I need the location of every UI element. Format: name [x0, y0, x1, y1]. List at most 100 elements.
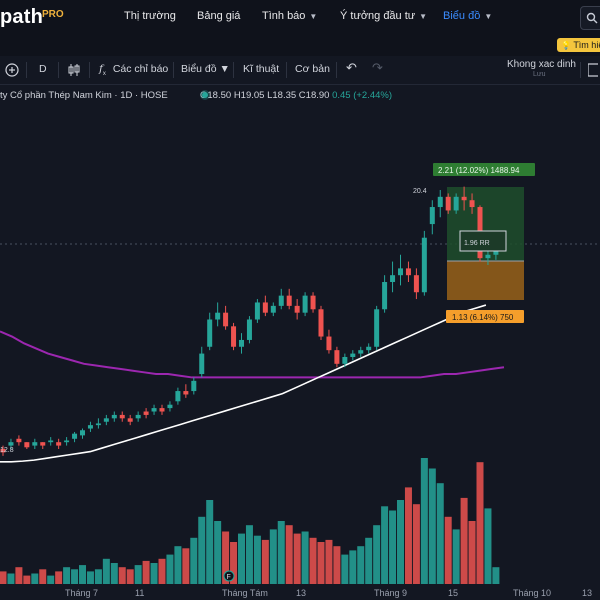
candle-body	[358, 350, 364, 354]
interval-button[interactable]: D	[39, 63, 47, 75]
volume-bar	[269, 529, 277, 584]
lightbulb-icon: 💡	[561, 41, 571, 50]
candle-body	[485, 254, 491, 259]
legend-high: H19.05	[233, 90, 265, 101]
nav-bieu-do[interactable]: Biểu đồ ▼	[443, 10, 493, 22]
volume-bar	[63, 567, 71, 584]
symbol-legend: ty Cổ phần Thép Nam Kim · 1D · HOSE O18.…	[0, 90, 392, 101]
volume-bar	[293, 533, 301, 584]
fundamental-button[interactable]: Cơ bản	[295, 63, 330, 75]
candle-body	[0, 449, 6, 453]
candle-body	[453, 196, 459, 211]
brand-logo[interactable]: path	[0, 6, 44, 28]
add-symbol-icon[interactable]	[5, 63, 19, 77]
candle-body	[16, 438, 22, 443]
candle-body	[119, 414, 125, 419]
candle-body	[159, 408, 165, 412]
stop-label-box	[446, 310, 524, 323]
candle-body	[80, 430, 85, 436]
sub-bar: 💡 Tìm hiể	[0, 34, 600, 57]
chart-type-button[interactable]: Biểu đồ ▼	[181, 63, 230, 75]
volume-bar	[102, 558, 110, 584]
x-axis-label: 11	[135, 588, 145, 598]
candle-body	[87, 425, 93, 429]
candle-body	[167, 404, 173, 409]
volume-bar	[341, 554, 349, 584]
volume-bar	[460, 497, 468, 584]
candle-body	[334, 350, 340, 364]
indicators-button[interactable]: fx Các chỉ báo	[99, 63, 169, 78]
candle-body	[40, 442, 46, 446]
volume-bar	[285, 525, 293, 584]
save-status[interactable]: Khong xac dinh	[507, 59, 576, 70]
candle-body	[254, 302, 260, 320]
candle-body	[469, 200, 475, 208]
volume-bar	[436, 483, 444, 584]
find-button[interactable]: 💡 Tìm hiể	[557, 38, 600, 52]
chevron-down-icon: ▼	[419, 12, 428, 21]
layout-icon[interactable]	[588, 63, 598, 77]
volume-bar	[182, 548, 190, 584]
function-icon: f	[99, 63, 103, 75]
volume-bar	[325, 539, 333, 584]
candle-body	[445, 196, 451, 211]
volume-bar	[476, 462, 484, 584]
candle-body	[151, 408, 157, 412]
toolbar-divider	[336, 62, 337, 78]
candle-body	[302, 295, 308, 313]
ratio-box	[459, 230, 507, 252]
x-axis-label: Tháng Tám	[222, 588, 268, 598]
volume-bar	[245, 525, 253, 584]
x-axis-label: Tháng 10	[513, 588, 552, 598]
volume-bar	[55, 571, 63, 584]
symbol-title: ty Cổ phần Thép Nam Kim · 1D · HOSE	[0, 90, 168, 101]
candle-body	[127, 418, 133, 422]
chevron-down-icon: ▼	[309, 12, 318, 21]
volume-bar	[349, 550, 357, 584]
nav-thi-truong[interactable]: Thị trường	[124, 10, 176, 22]
candle-body	[231, 326, 237, 347]
volume-bar	[373, 525, 381, 584]
nav-tinh-bao[interactable]: Tình báo ▼	[262, 10, 318, 22]
legend-low: L18.35	[267, 90, 297, 101]
x-axis-label: 15	[448, 588, 459, 598]
toolbar-divider	[26, 62, 27, 78]
nav-bang-gia[interactable]: Bảng giá	[197, 10, 241, 22]
candle-body	[286, 295, 292, 306]
volume-bar	[365, 537, 373, 584]
undo-icon[interactable]: ↶	[346, 60, 357, 75]
chevron-down-icon: ▼	[484, 12, 493, 21]
technical-button[interactable]: Kĩ thuật	[243, 63, 280, 75]
toolbar-divider	[173, 62, 174, 78]
candle-body	[199, 353, 205, 375]
candle-body	[429, 207, 435, 225]
candle-body	[421, 237, 427, 293]
legend-open: O18.50	[200, 90, 232, 101]
save-label: Lưu	[533, 71, 546, 78]
volume-bar	[317, 542, 325, 584]
loss-zone	[447, 261, 524, 300]
volume-bar	[253, 535, 261, 584]
volume-bar	[166, 554, 174, 584]
redo-icon[interactable]: ↷	[372, 60, 383, 75]
candle-body	[183, 391, 189, 395]
volume-bar	[174, 546, 182, 584]
candle-body	[413, 275, 419, 293]
event-marker-label: F	[227, 574, 231, 581]
volume-bar	[0, 571, 7, 584]
candle-body	[56, 442, 62, 446]
x-axis-label: 13	[296, 588, 307, 598]
search-input[interactable]	[580, 6, 600, 30]
toolbar-divider	[580, 62, 581, 78]
candlestick-icon[interactable]	[67, 63, 81, 77]
volume-bar	[142, 560, 150, 584]
price-chart[interactable]: 20.4 12.8 2.21 (12.02%) 1488.94 1.13 (6.14%…	[0, 100, 600, 588]
nav-y-tuong-dau-tu[interactable]: Ý tưởng đầu tư ▼	[340, 10, 428, 22]
volume-bar	[198, 516, 206, 584]
target-label: 2.21 (12.02%) 1488.94	[438, 166, 520, 175]
volume-bar	[31, 573, 39, 584]
volume-bar	[261, 539, 269, 584]
volume-bar	[492, 567, 500, 584]
volume-bar	[444, 516, 452, 584]
volume-bar	[47, 575, 55, 584]
